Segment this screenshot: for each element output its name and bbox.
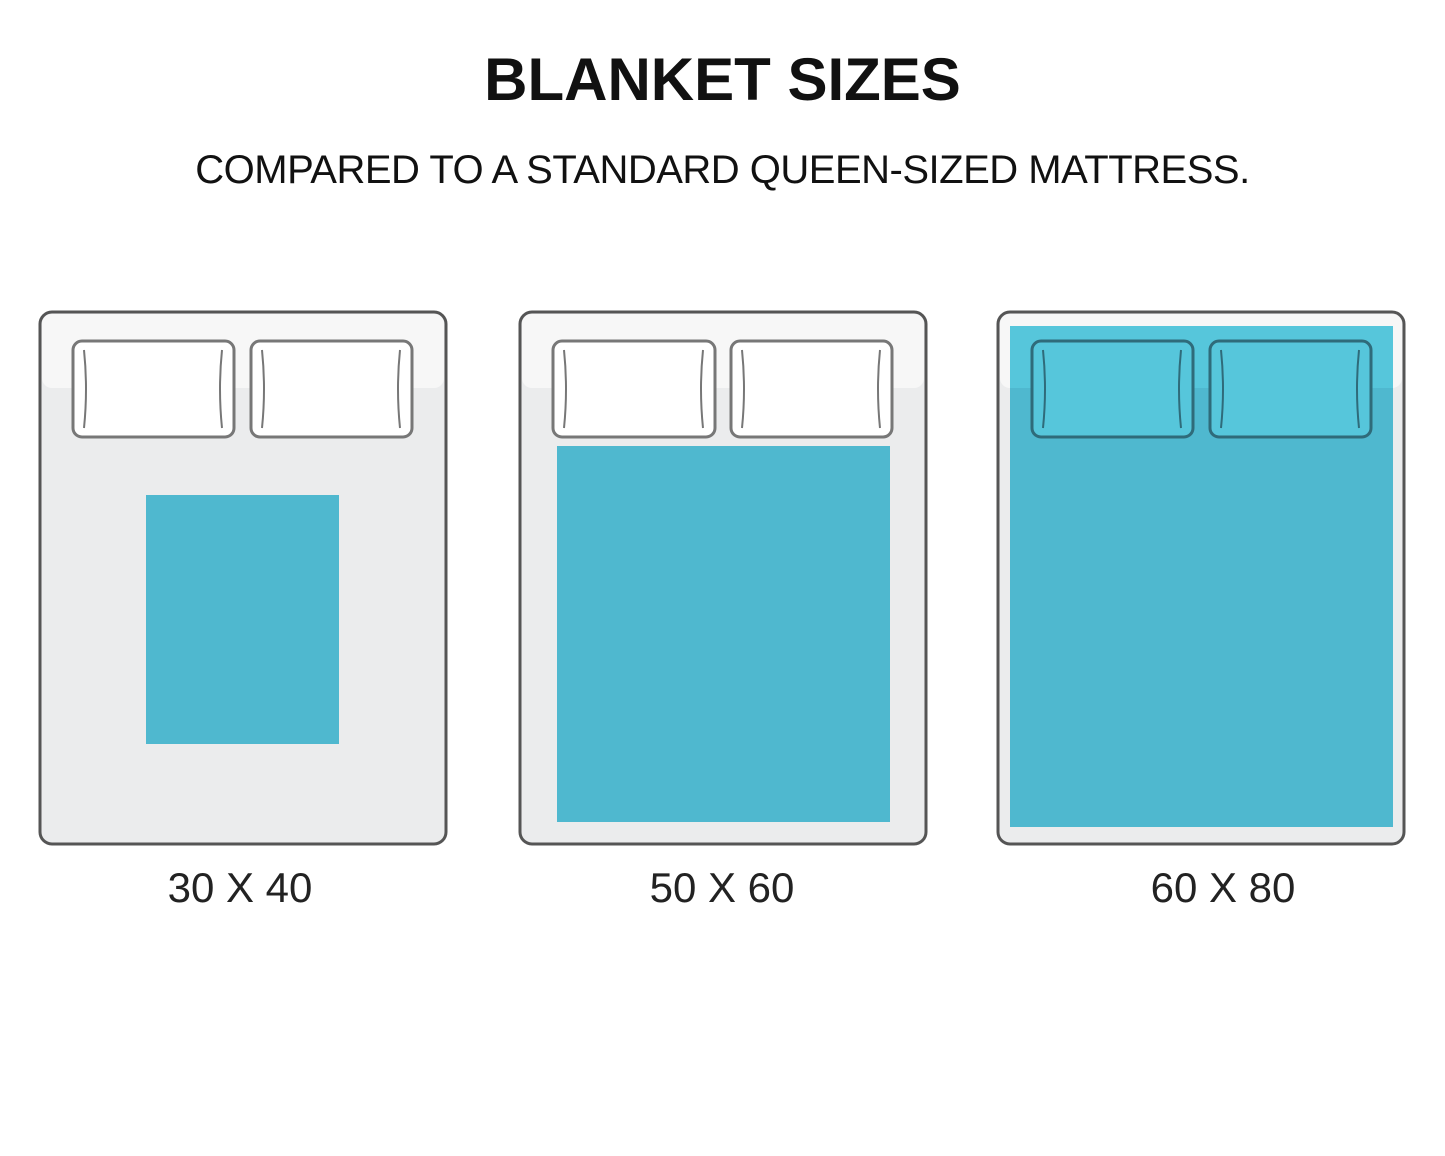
pillow-left: [551, 339, 717, 439]
bed-label: 60 X 80: [1150, 864, 1296, 911]
bed-label: 50 X 60: [649, 864, 795, 911]
blanket: [146, 495, 339, 744]
blanket: [557, 446, 890, 822]
bed-60x80: [996, 310, 1406, 846]
page-title: BLANKET SIZES: [484, 46, 961, 113]
pillow-right: [249, 339, 414, 439]
bed-30x40: [38, 310, 448, 846]
page-subtitle: COMPARED TO A STANDARD QUEEN-SIZED MATTR…: [195, 148, 1250, 192]
pillow-right: [1208, 339, 1373, 439]
pillow-left: [71, 339, 236, 439]
pillow-right: [729, 339, 894, 439]
bed-50x60: [518, 310, 928, 846]
pillow-left: [1030, 339, 1195, 439]
bed-label: 30 X 40: [167, 864, 313, 911]
